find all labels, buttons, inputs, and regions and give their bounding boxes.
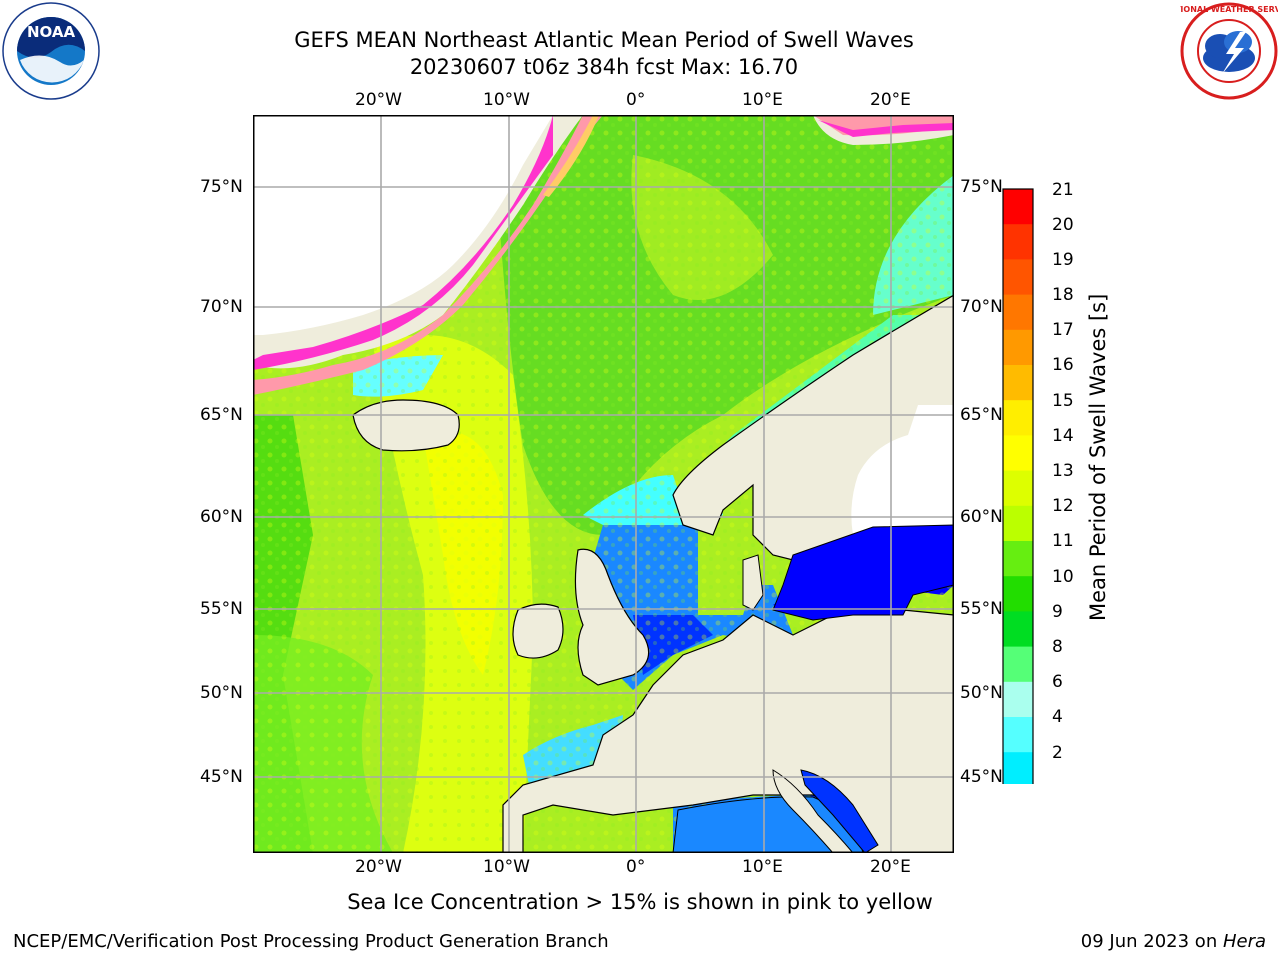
colorbar-tick-2: 2: [1052, 743, 1063, 763]
noaa-logo-text: NOAA: [27, 23, 76, 41]
colorbar-swatch: [1003, 189, 1033, 225]
colorbar-ticks: 21 20 19 18 17 16 15 14 13 12 11 10 9 8 …: [1052, 180, 1092, 763]
greenland-ice-sheet: [253, 115, 553, 335]
ireland: [512, 603, 564, 659]
colorbar-swatch: [1003, 611, 1033, 648]
lat-label-right-60n: 60°N: [960, 507, 1003, 527]
lon-label-bottom-20e: 20°E: [870, 857, 911, 877]
lon-label-bottom-10w: 10°W: [483, 857, 530, 877]
colorbar-tick-14: 14: [1052, 426, 1074, 446]
colorbar-tick-16: 16: [1052, 355, 1074, 375]
colorbar-swatch: [1003, 646, 1033, 683]
lon-label-bottom-20w: 20°W: [355, 857, 402, 877]
colorbar-tick-21: 21: [1052, 180, 1074, 200]
lon-label-top-10w: 10°W: [483, 90, 530, 110]
nws-ring-text: NATIONAL WEATHER SERVICE: [1180, 5, 1278, 14]
bothnia-ice-free-white: [851, 405, 954, 535]
colorbar-swatch: [1003, 329, 1033, 366]
colorbar-swatch: [1003, 717, 1033, 753]
lon-label-top-0: 0°: [626, 90, 646, 110]
lat-label-right-50n: 50°N: [960, 683, 1003, 703]
colorbar-tick-4: 4: [1052, 707, 1063, 727]
plot-title-line2: 20230607 t06z 384h fcst Max: 16.70: [409, 55, 799, 79]
colorbar-tick-11: 11: [1052, 531, 1074, 551]
colorbar-swatches: [1002, 188, 1034, 854]
colorbar: [1000, 186, 1036, 854]
footer-branch: NCEP/EMC/Verification Post Processing Pr…: [13, 931, 609, 952]
colorbar-swatch: [1003, 541, 1033, 577]
noaa-logo: NOAA: [2, 2, 100, 100]
footer-machine: Hera: [1222, 931, 1266, 952]
lon-label-bottom-10e: 10°E: [742, 857, 783, 877]
lat-label-left-65n: 65°N: [200, 405, 243, 425]
lat-label-right-70n: 70°N: [960, 297, 1003, 317]
colorbar-tick-10: 10: [1052, 567, 1074, 587]
lat-label-right-55n: 55°N: [960, 599, 1003, 619]
lon-label-top-10e: 10°E: [742, 90, 783, 110]
colorbar-tick-19: 19: [1052, 250, 1074, 270]
colorbar-swatch: [1003, 576, 1033, 612]
lon-label-bottom-0: 0°: [626, 857, 646, 877]
colorbar-swatch: [1003, 505, 1033, 542]
lat-label-right-65n: 65°N: [960, 405, 1003, 425]
lat-label-right-75n: 75°N: [960, 177, 1003, 197]
lat-label-left-50n: 50°N: [200, 683, 243, 703]
colorbar-tick-20: 20: [1052, 215, 1074, 235]
sea-ice-note: Sea Ice Concentration > 15% is shown in …: [347, 890, 933, 914]
colorbar-swatch: [1003, 365, 1033, 401]
lon-label-top-20w: 20°W: [355, 90, 402, 110]
colorbar-swatch: [1003, 752, 1033, 788]
colorbar-swatch: [1003, 224, 1033, 260]
lat-label-right-45n: 45°N: [960, 767, 1003, 787]
lat-label-left-45n: 45°N: [200, 767, 243, 787]
colorbar-tick-9: 9: [1052, 602, 1063, 622]
lat-label-left-70n: 70°N: [200, 297, 243, 317]
colorbar-tick-12: 12: [1052, 496, 1074, 516]
lat-label-left-55n: 55°N: [200, 599, 243, 619]
lat-label-left-60n: 60°N: [200, 507, 243, 527]
colorbar-swatch: [1003, 259, 1033, 296]
colorbar-tick-15: 15: [1052, 391, 1074, 411]
baltic-sea: [772, 524, 955, 621]
map-panel: [253, 115, 955, 854]
nws-logo: NATIONAL WEATHER SERVICE: [1163, 2, 1280, 100]
great-britain: [574, 548, 650, 686]
lat-label-left-75n: 75°N: [200, 177, 243, 197]
colorbar-swatch: [1003, 681, 1033, 718]
colorbar-tick-13: 13: [1052, 461, 1074, 481]
adriatic-sea: [800, 769, 879, 854]
colorbar-swatch: [1003, 400, 1033, 436]
footer-date: 09 Jun 2023 on Hera: [1081, 931, 1266, 952]
iceland: [352, 399, 460, 452]
lon-label-top-20e: 20°E: [870, 90, 911, 110]
colorbar-tick-17: 17: [1052, 320, 1074, 340]
colorbar-swatch: [1003, 470, 1033, 507]
map-border: [253, 115, 954, 853]
swell-period-map: [253, 115, 955, 854]
footer-date-text: 09 Jun 2023 on: [1080, 931, 1223, 952]
graticule: [253, 115, 954, 853]
colorbar-tick-8: 8: [1052, 637, 1063, 657]
plot-title-line1: GEFS MEAN Northeast Atlantic Mean Period…: [294, 28, 914, 52]
colorbar-swatch: [1003, 294, 1033, 331]
colorbar-title: Mean Period of Swell Waves [s]: [1086, 293, 1110, 621]
colorbar-tick-6: 6: [1052, 672, 1063, 692]
colorbar-swatch: [1003, 435, 1033, 472]
colorbar-tick-18: 18: [1052, 285, 1074, 305]
